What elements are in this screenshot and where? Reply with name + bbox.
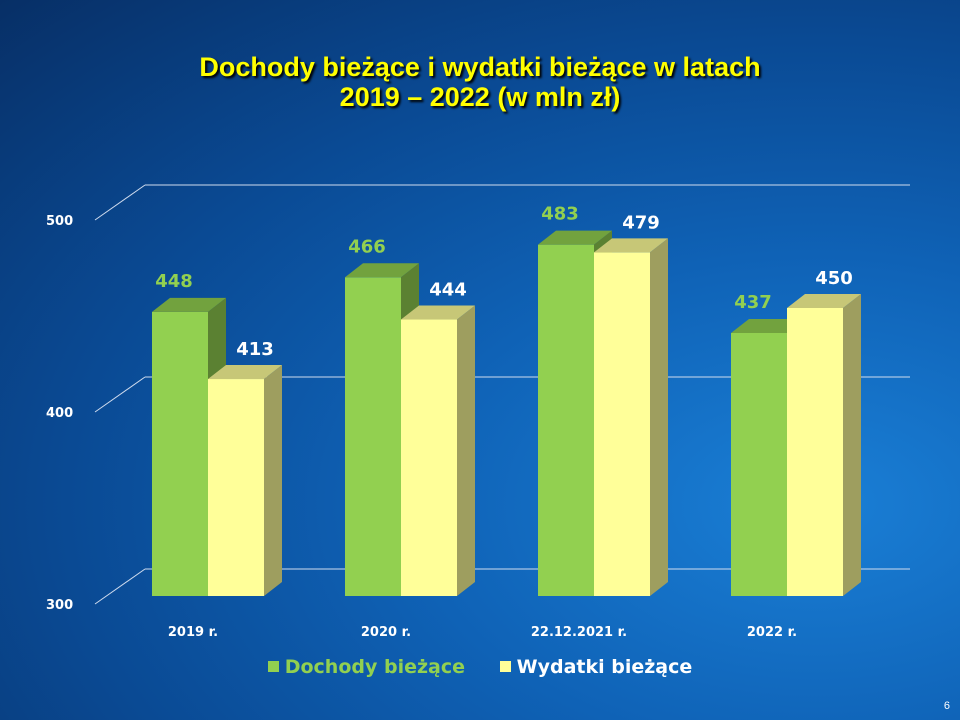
bar-wydatki-2 [594, 252, 650, 596]
gridline-depth-300 [94, 568, 146, 605]
data-label-0-2: 483 [541, 204, 579, 225]
chart-title: Dochody bieżące i wydatki bieżące w lata… [0, 52, 960, 112]
gridline-depth-500 [94, 184, 146, 221]
bar-top-1-3 [787, 294, 861, 308]
bar-side-1-3 [843, 294, 861, 596]
page-number: 6 [943, 700, 950, 712]
bar-top-0-2 [538, 230, 612, 245]
chart-legend: Dochody bieżące Wydatki bieżące [0, 656, 960, 678]
y-tick-label-300: 300 [46, 598, 73, 613]
legend-swatch-dochody [267, 661, 279, 672]
legend-label-wydatki: Wydatki bieżące [516, 656, 693, 678]
bar-dochody-1 [345, 277, 401, 596]
x-tick-label-0: 2019 r. [168, 625, 218, 640]
legend-label-dochody: Dochody bieżące [284, 656, 466, 678]
bar-wydatki-1 [401, 319, 457, 596]
data-label-0-3: 437 [734, 292, 772, 313]
bar-dochody-3 [731, 332, 787, 596]
gridline-depth-400 [94, 376, 146, 413]
bar-dochody-2 [538, 244, 594, 596]
bar-side-1-0 [264, 365, 282, 596]
y-tick-label-400: 400 [46, 406, 73, 421]
legend-item-wydatki: Wydatki bieżące [499, 656, 693, 678]
bar-top-1-1 [401, 305, 475, 320]
data-label-1-3: 450 [815, 268, 853, 289]
chart-title-line1: Dochody bieżące i wydatki bieżące w lata… [199, 52, 761, 82]
bar-top-1-2 [594, 238, 668, 253]
data-label-0-0: 448 [155, 271, 193, 292]
bar-wydatki-0 [208, 379, 264, 596]
x-tick-label-3: 2022 r. [747, 625, 797, 640]
bar-wydatki-3 [787, 308, 843, 596]
legend-swatch-wydatki [499, 661, 511, 672]
data-label-1-2: 479 [622, 212, 660, 233]
bar-dochody-0 [152, 311, 208, 596]
y-tick-label-500: 500 [46, 214, 73, 229]
data-label-1-0: 413 [236, 339, 274, 360]
bar-top-0-0 [152, 297, 226, 312]
x-tick-label-2: 22.12.2021 r. [531, 625, 627, 640]
bar-side-1-2 [650, 238, 668, 596]
data-label-0-1: 466 [348, 236, 386, 257]
data-label-1-1: 444 [429, 280, 467, 301]
chart-title-line2: 2019 – 2022 (w mln zł) [339, 82, 621, 112]
bar-top-0-3 [731, 318, 805, 333]
legend-item-dochody: Dochody bieżące [267, 656, 466, 678]
bar-side-1-1 [457, 305, 475, 596]
bar-top-0-1 [345, 263, 419, 278]
x-tick-label-1: 2020 r. [361, 625, 411, 640]
bar-top-1-0 [208, 365, 282, 380]
